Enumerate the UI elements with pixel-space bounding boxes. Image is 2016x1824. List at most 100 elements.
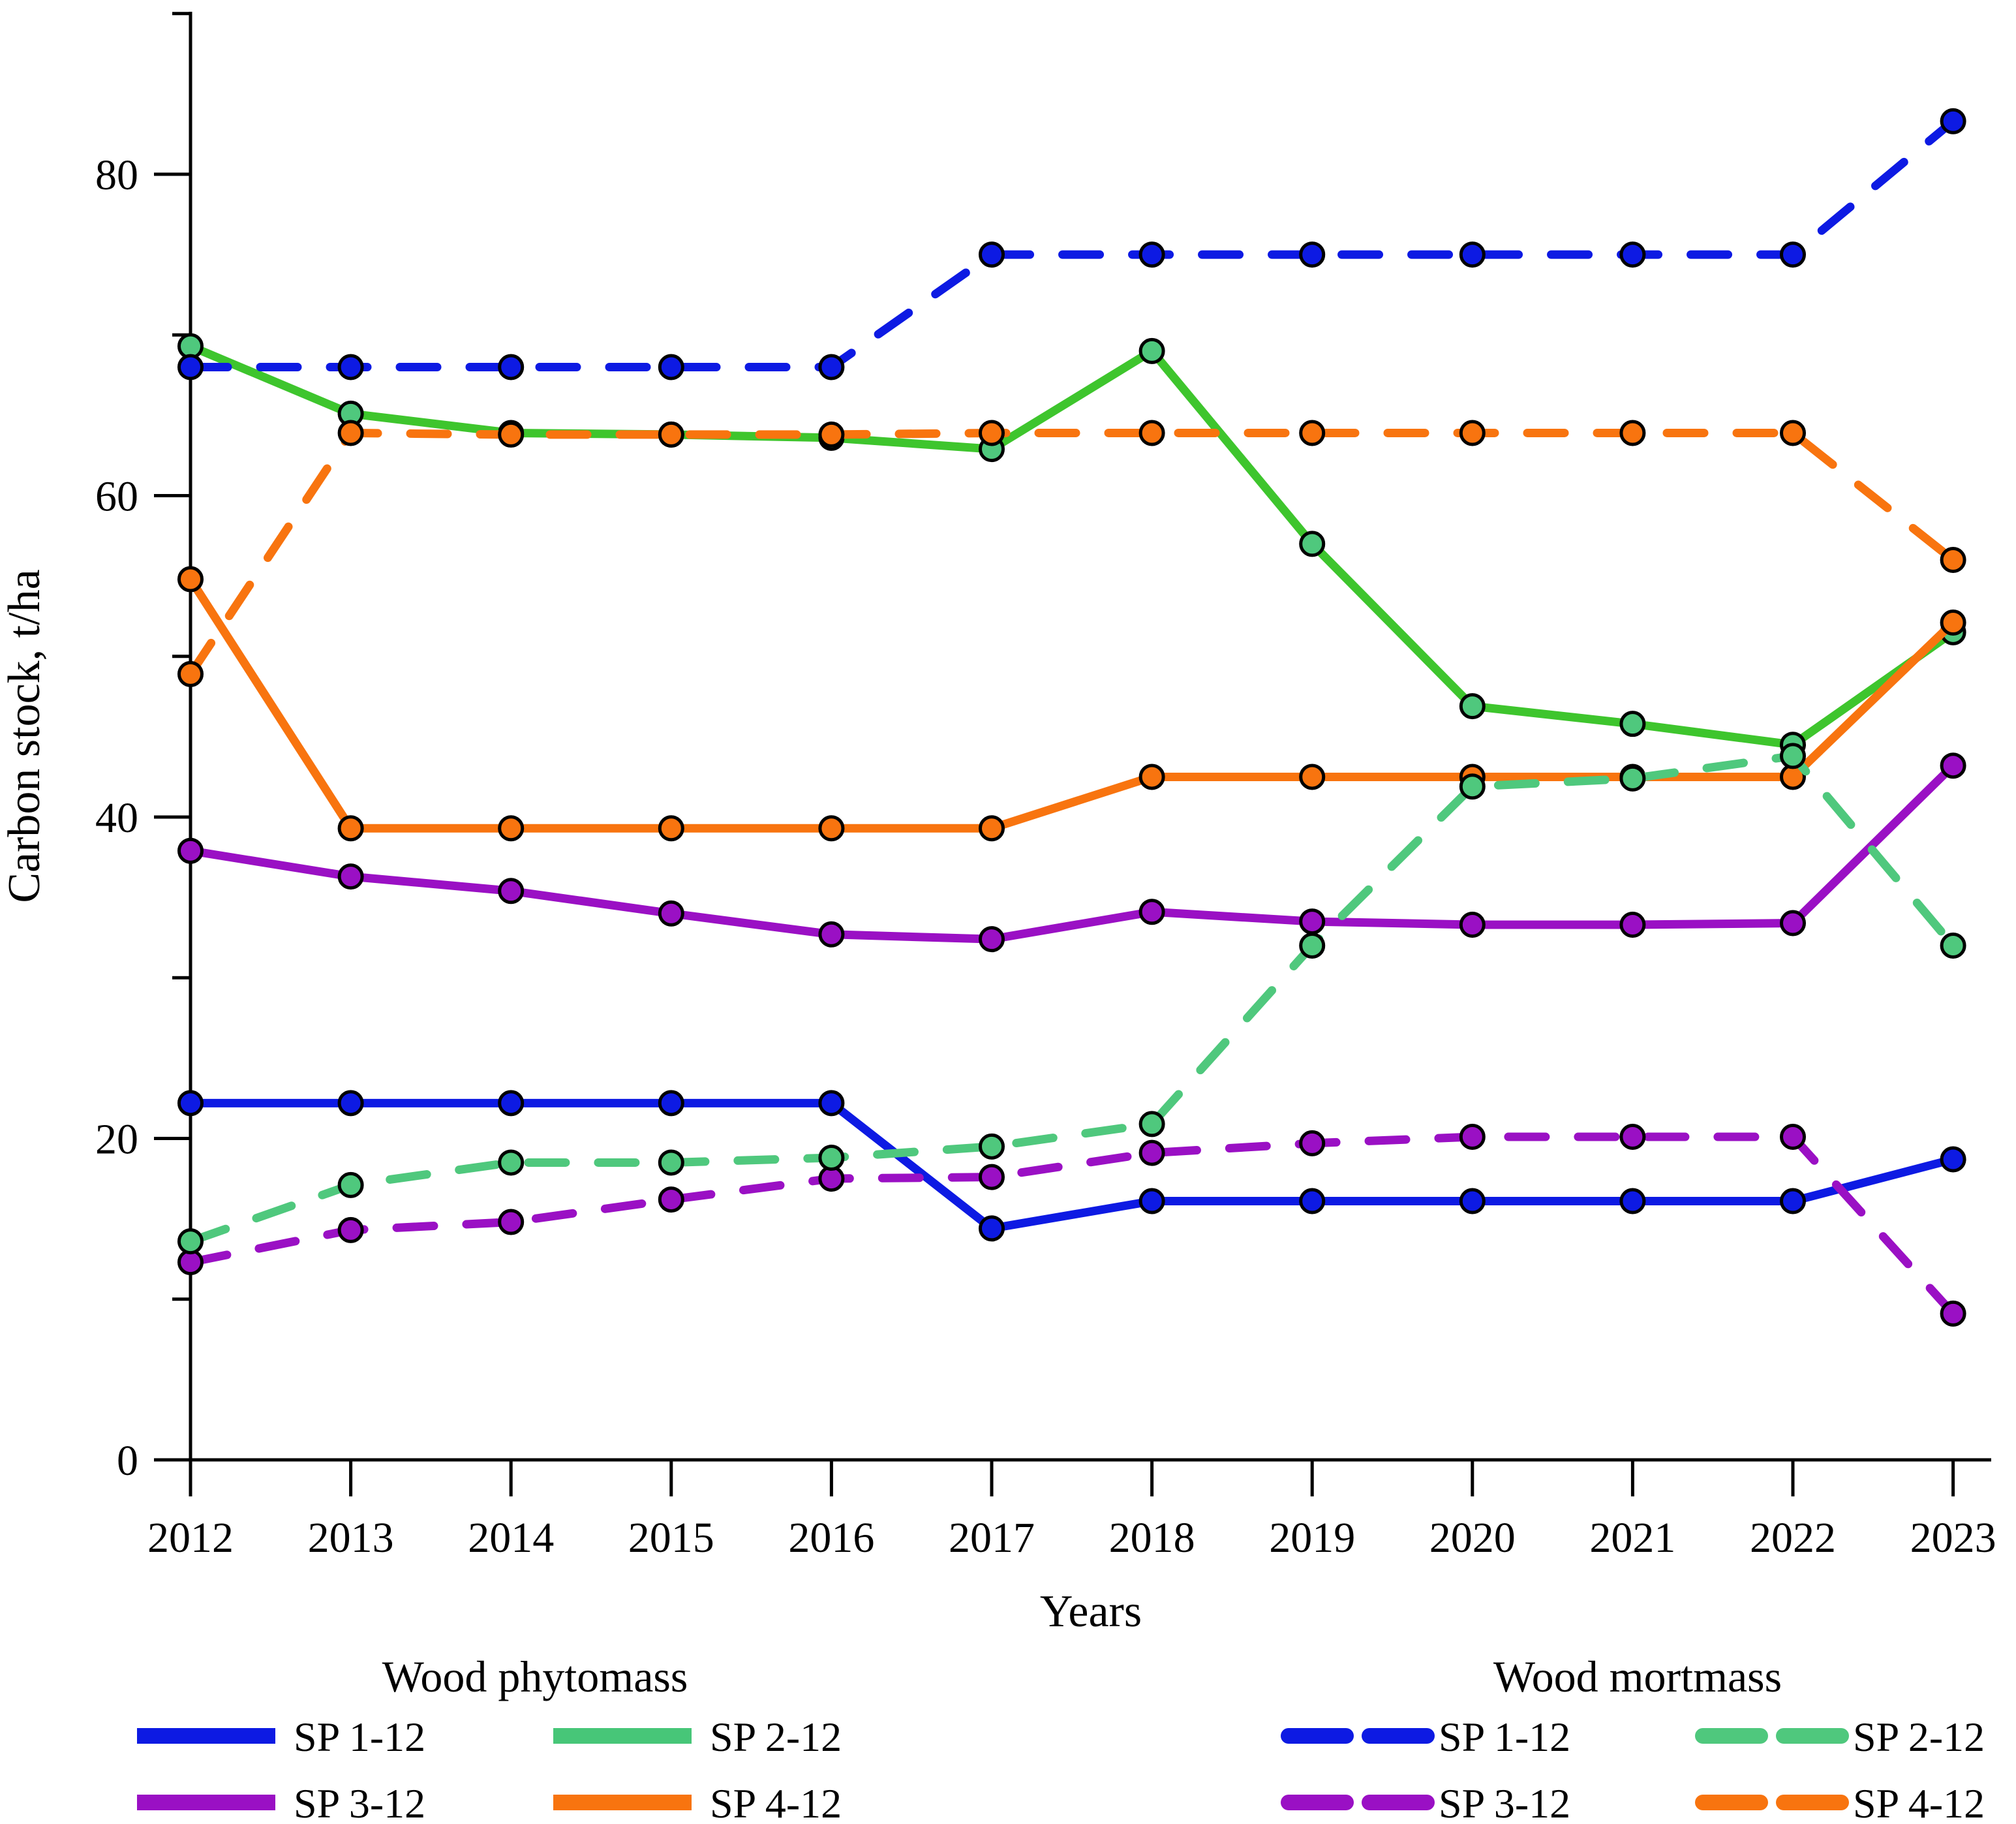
x-tick-label: 2017 — [949, 1514, 1035, 1562]
legend-item-label-phytomass-2: SP 2-12 — [710, 1714, 842, 1760]
data-point-wood-mortmass-sp-2-12-2017 — [979, 1133, 1005, 1160]
x-tick-label: 2023 — [1910, 1514, 1996, 1562]
data-point-wood-phytomass-sp-1-12-2022 — [1780, 1188, 1806, 1214]
data-point-wood-mortmass-sp-2-12-2013 — [337, 1171, 364, 1198]
data-point-wood-mortmass-sp-1-12-2017 — [979, 241, 1005, 268]
y-tick-label: 80 — [95, 151, 138, 199]
legend-item-label-mortmass-4: SP 4-12 — [1853, 1780, 1985, 1824]
data-point-wood-mortmass-sp-4-12-2014 — [498, 421, 525, 448]
data-point-wood-mortmass-sp-4-12-2021 — [1619, 420, 1646, 446]
data-point-wood-mortmass-sp-4-12-2023 — [1940, 547, 1966, 573]
data-point-wood-phytomass-sp-1-12-2012 — [177, 1090, 204, 1117]
data-point-wood-mortmass-sp-2-12-2014 — [498, 1149, 525, 1176]
axes — [154, 12, 1991, 1496]
y-tick-label: 40 — [95, 794, 138, 842]
data-point-wood-mortmass-sp-2-12-2016 — [818, 1145, 845, 1171]
data-point-wood-phytomass-sp-1-12-2017 — [979, 1215, 1005, 1242]
series-wood-phytomass-sp-1-12 — [177, 1090, 1966, 1242]
data-point-wood-phytomass-sp-1-12-2018 — [1138, 1188, 1165, 1214]
series-wood-mortmass-sp-2-12 — [177, 743, 1966, 1255]
data-point-wood-phytomass-sp-1-12-2019 — [1299, 1188, 1326, 1214]
data-point-wood-mortmass-sp-1-12-2019 — [1299, 241, 1326, 268]
data-point-wood-mortmass-sp-1-12-2013 — [337, 354, 364, 380]
data-point-wood-phytomass-sp-3-12-2020 — [1459, 911, 1486, 938]
legend-item-label-mortmass-3: SP 3-12 — [1439, 1780, 1570, 1824]
x-tick-label: 2018 — [1109, 1514, 1195, 1562]
data-point-wood-mortmass-sp-2-12-2012 — [177, 1228, 204, 1255]
x-axis-title: Years — [1040, 1586, 1142, 1637]
data-point-wood-phytomass-sp-3-12-2012 — [177, 837, 204, 864]
series-line-wood-mortmass-sp-1-12 — [186, 117, 1958, 371]
data-point-wood-mortmass-sp-4-12-2015 — [658, 421, 684, 448]
series-line-wood-phytomass-sp-3-12 — [189, 762, 1957, 944]
data-point-wood-mortmass-sp-3-12-2021 — [1619, 1124, 1646, 1151]
x-tick-label: 2012 — [147, 1514, 234, 1562]
x-tick-label: 2020 — [1429, 1514, 1516, 1562]
data-point-wood-mortmass-sp-3-12-2020 — [1459, 1124, 1486, 1151]
series-line-wood-phytomass-sp-2-12 — [189, 342, 1956, 749]
x-tick-label: 2014 — [468, 1514, 554, 1562]
data-point-wood-mortmass-sp-1-12-2012 — [177, 354, 204, 380]
data-point-wood-phytomass-sp-3-12-2016 — [818, 921, 845, 948]
x-tick-label: 2019 — [1269, 1514, 1355, 1562]
x-tick-label: 2015 — [628, 1514, 714, 1562]
data-point-wood-mortmass-sp-1-12-2023 — [1940, 108, 1966, 134]
data-point-wood-mortmass-sp-2-12-2019 — [1299, 933, 1326, 959]
data-point-wood-phytomass-sp-4-12-2017 — [979, 815, 1005, 842]
series-wood-mortmass-sp-3-12 — [177, 1124, 1966, 1327]
data-point-wood-phytomass-sp-4-12-2016 — [818, 815, 845, 842]
data-point-wood-phytomass-sp-3-12-2013 — [337, 863, 364, 890]
data-point-wood-phytomass-sp-3-12-2019 — [1299, 908, 1326, 935]
data-point-wood-mortmass-sp-2-12-2021 — [1619, 765, 1646, 792]
legend-mortmass: SP 1-12 SP 2-12 SP 3-12 SP 4-12 — [1281, 1714, 1985, 1824]
data-point-wood-phytomass-sp-2-12-2020 — [1459, 693, 1486, 720]
data-point-wood-mortmass-sp-1-12-2018 — [1138, 241, 1165, 268]
legend-item-label-mortmass-2: SP 2-12 — [1853, 1714, 1985, 1760]
legend-item-label-phytomass-4: SP 4-12 — [710, 1780, 842, 1824]
data-point-wood-phytomass-sp-3-12-2017 — [979, 926, 1005, 953]
data-point-wood-mortmass-sp-1-12-2020 — [1459, 241, 1486, 268]
data-point-wood-phytomass-sp-2-12-2021 — [1619, 711, 1646, 737]
data-point-wood-mortmass-sp-4-12-2018 — [1138, 420, 1165, 446]
data-point-wood-mortmass-sp-1-12-2015 — [658, 354, 684, 380]
data-point-wood-phytomass-sp-3-12-2023 — [1940, 752, 1966, 779]
data-point-wood-mortmass-sp-4-12-2022 — [1780, 420, 1806, 446]
series-line-wood-phytomass-sp-1-12 — [191, 1098, 1955, 1233]
data-point-wood-phytomass-sp-1-12-2023 — [1940, 1146, 1966, 1173]
x-tick-label: 2021 — [1589, 1514, 1675, 1562]
data-point-wood-phytomass-sp-4-12-2014 — [498, 815, 525, 842]
data-point-wood-mortmass-sp-1-12-2021 — [1619, 241, 1646, 268]
data-point-wood-phytomass-sp-3-12-2014 — [498, 878, 525, 904]
data-point-wood-mortmass-sp-2-12-2022 — [1780, 743, 1806, 769]
data-point-wood-phytomass-sp-3-12-2015 — [658, 900, 684, 927]
legend-item-label-phytomass-1: SP 1-12 — [294, 1714, 425, 1760]
data-point-wood-mortmass-sp-1-12-2016 — [818, 354, 845, 380]
data-point-wood-mortmass-sp-3-12-2017 — [979, 1164, 1005, 1190]
data-point-wood-phytomass-sp-1-12-2015 — [658, 1090, 684, 1117]
legend-phytomass: SP 1-12 SP 2-12 SP 3-12 SP 4-12 — [137, 1714, 842, 1824]
data-point-wood-mortmass-sp-4-12-2020 — [1459, 420, 1486, 446]
data-point-wood-phytomass-sp-1-12-2013 — [337, 1090, 364, 1117]
series-line-wood-mortmass-sp-2-12 — [186, 751, 1958, 1246]
data-point-wood-mortmass-sp-2-12-2015 — [658, 1149, 684, 1176]
data-point-wood-mortmass-sp-4-12-2017 — [979, 420, 1005, 446]
data-point-wood-phytomass-sp-4-12-2015 — [658, 815, 684, 842]
data-point-wood-mortmass-sp-3-12-2018 — [1138, 1139, 1165, 1166]
data-point-wood-mortmass-sp-4-12-2016 — [818, 421, 845, 448]
data-point-wood-phytomass-sp-4-12-2019 — [1299, 764, 1326, 790]
y-tick-label: 60 — [95, 473, 138, 521]
series-wood-phytomass-sp-3-12 — [177, 752, 1966, 953]
series-line-wood-mortmass-sp-4-12 — [186, 428, 1958, 679]
data-point-wood-mortmass-sp-1-12-2014 — [498, 354, 525, 380]
tick-labels: 0 20 40 60 80 2012 2013 2014 2015 2016 2017 2018 201… — [95, 151, 1996, 1562]
y-axis-title: Carbon stock, t/ha — [0, 569, 50, 903]
data-point-wood-phytomass-sp-3-12-2021 — [1619, 911, 1646, 938]
data-point-wood-phytomass-sp-1-12-2021 — [1619, 1188, 1646, 1214]
series-wood-phytomass-sp-2-12 — [177, 333, 1966, 758]
series-wood-phytomass-sp-4-12 — [177, 566, 1966, 842]
data-point-wood-mortmass-sp-3-12-2015 — [658, 1186, 684, 1213]
legend-title-mortmass: Wood mortmass — [1493, 1652, 1782, 1701]
data-point-wood-phytomass-sp-3-12-2022 — [1780, 910, 1806, 936]
